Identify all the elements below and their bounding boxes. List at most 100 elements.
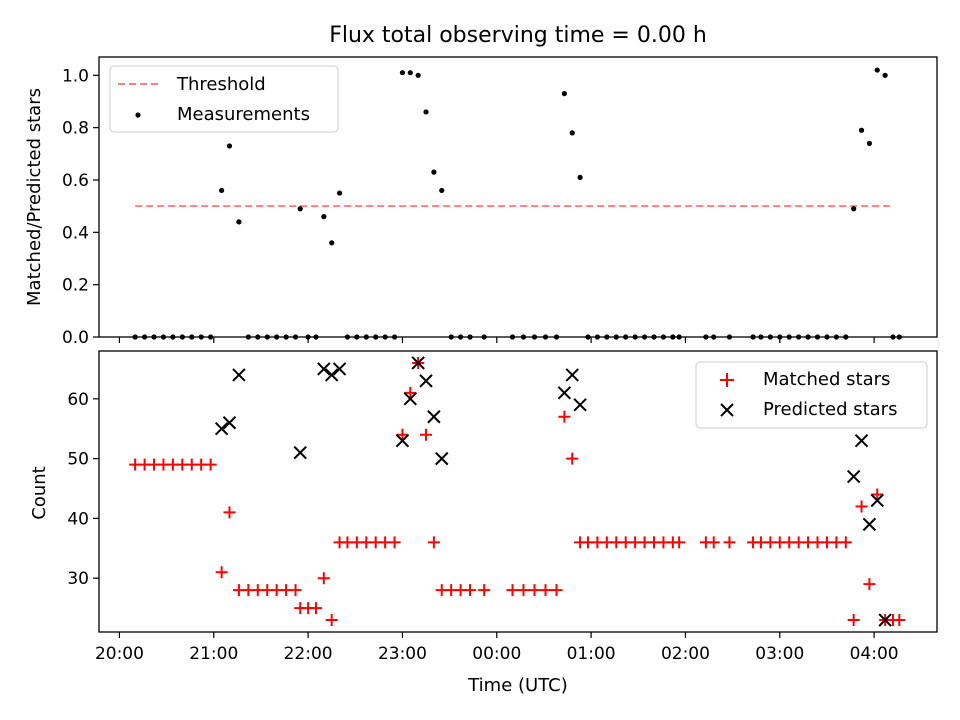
x-axis-label: Time (UTC): [467, 675, 568, 696]
measurement-point: [141, 334, 148, 340]
measurement-point: [594, 334, 600, 340]
measurement-point: [431, 169, 437, 175]
matched-point: [396, 428, 409, 441]
measurement-point: [843, 334, 849, 340]
matched-point: [404, 386, 417, 399]
predicted-point: [324, 368, 339, 382]
y-tick-label: 0.6: [62, 171, 89, 191]
count-legend-box: [695, 361, 928, 429]
matched-point: [317, 572, 330, 585]
x-tick-label: 20:00: [95, 644, 144, 664]
measurement-point: [189, 334, 195, 340]
matched-point: [388, 536, 401, 549]
measurement-point: [297, 206, 303, 212]
ratio-y-ticks: 0.0 0.2 0.4 0.6 0.8 1.0: [62, 66, 99, 348]
measurement-point: [542, 334, 549, 340]
count-y-ticks: 30 40 50 60: [67, 390, 99, 589]
measurement-point: [604, 334, 610, 340]
measurement-point: [824, 334, 830, 340]
predicted-point: [854, 433, 869, 448]
x-tick-label: 04:00: [850, 644, 899, 664]
measurement-point: [481, 334, 487, 340]
chart-title: Flux total observing time = 0.00 h: [329, 23, 707, 48]
y-tick-label: 60: [67, 390, 89, 410]
measurement-point: [292, 334, 299, 340]
matched-point: [707, 536, 720, 549]
measurement-point: [632, 334, 638, 340]
count-panel-frame: [98, 350, 938, 633]
matched-point: [839, 536, 852, 549]
predicted-point: [427, 410, 441, 424]
ratio-legend-box: [109, 65, 339, 133]
y-tick-label: 0.8: [62, 119, 89, 139]
measurement-point: [767, 334, 773, 340]
measurement-point: [382, 334, 388, 340]
matched-point: [517, 584, 530, 597]
measurement-point: [336, 190, 343, 196]
predicted-point: [419, 374, 433, 388]
matched-point: [325, 614, 338, 627]
matched-point: [506, 584, 519, 597]
matched-point: [539, 584, 552, 597]
matched-point: [673, 536, 686, 549]
measurement-point: [814, 334, 821, 340]
y-tick-label: 40: [67, 509, 89, 529]
x-tick-label: 03:00: [755, 644, 804, 664]
measurement-point: [363, 334, 369, 340]
predicted-point: [214, 422, 229, 436]
measurement-point: [132, 334, 138, 340]
measurement-point: [344, 334, 351, 340]
measurement-point: [160, 334, 167, 340]
measurement-point: [329, 240, 335, 246]
measurement-point: [553, 334, 560, 340]
count-legend: Matched stars Predicted stars: [695, 361, 928, 429]
measurement-point: [531, 334, 538, 340]
measurement-point: [321, 214, 327, 220]
measurement-point: [786, 334, 792, 340]
y-tick-label: 30: [67, 569, 89, 589]
x-tick-label: 01:00: [567, 644, 616, 664]
measurement-point: [198, 334, 204, 340]
measurement-point: [651, 334, 657, 340]
x-tick-label: 00:00: [472, 644, 521, 664]
matched-point: [558, 410, 571, 423]
measurement-point: [896, 334, 902, 340]
measurement-point: [758, 334, 764, 340]
measurement-point: [561, 91, 567, 97]
legend-measurements-swatch: [135, 112, 141, 118]
predicted-point: [293, 445, 307, 460]
count-marks: [129, 356, 906, 627]
measurement-point: [509, 334, 516, 340]
predicted-point: [317, 362, 331, 376]
predicted-point: [557, 386, 572, 400]
ratio-legend: Threshold Measurements: [109, 65, 339, 133]
predicted-point: [222, 416, 237, 430]
x-tick-label: 22:00: [284, 644, 333, 664]
predicted-point: [846, 469, 861, 484]
predicted-point: [232, 368, 246, 382]
count-y-axis-label: Count: [29, 466, 50, 519]
count-x-ticks: 20:00 21:00 22:00 23:00 00:00 01:00 02:00 03:00…: [95, 632, 899, 664]
measurement-point: [373, 334, 379, 340]
measurement-point: [407, 70, 413, 76]
measurement-point: [750, 334, 756, 340]
measurement-point: [851, 206, 857, 212]
measurement-point: [236, 219, 242, 225]
measurement-point: [423, 109, 429, 115]
y-tick-label: 50: [67, 450, 89, 470]
legend-predicted-swatch: [720, 403, 734, 417]
matched-point: [893, 614, 906, 627]
matched-point: [309, 602, 322, 615]
measurement-point: [439, 187, 445, 194]
matched-point: [566, 452, 579, 465]
measurement-point: [660, 334, 667, 340]
predicted-point: [573, 398, 587, 412]
ratio-marks: [132, 67, 902, 340]
measurement-point: [569, 130, 575, 136]
measurement-point: [613, 334, 619, 340]
measurement-point: [264, 334, 270, 340]
matched-point: [478, 584, 491, 597]
measurement-point: [458, 334, 464, 340]
measurement-point: [520, 334, 527, 340]
predicted-point: [565, 368, 579, 382]
